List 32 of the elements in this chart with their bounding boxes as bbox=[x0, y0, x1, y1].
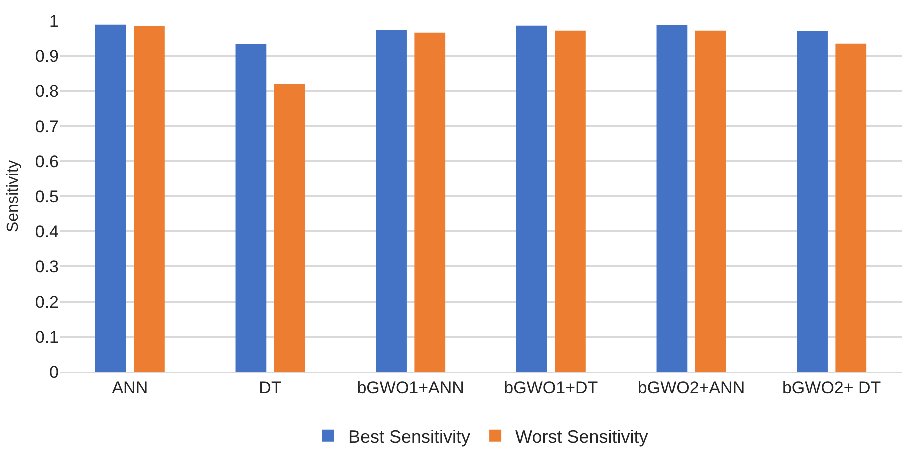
x-tick-label: DT bbox=[259, 378, 282, 398]
bar bbox=[695, 30, 726, 372]
x-tick-label: bGWO2+ DT bbox=[782, 378, 882, 398]
y-tick-label: 0.6 bbox=[35, 152, 59, 172]
bar bbox=[414, 32, 446, 372]
y-tick-label: 0.4 bbox=[35, 222, 59, 242]
y-tick-label: 0.9 bbox=[35, 47, 59, 66]
y-tick-label: 0.2 bbox=[35, 292, 59, 312]
bar bbox=[516, 26, 548, 372]
bar bbox=[555, 30, 586, 372]
y-tick-label: 1 bbox=[50, 12, 59, 31]
y-tick-label: 0.3 bbox=[35, 258, 59, 277]
bar bbox=[274, 84, 306, 372]
y-tick-label: 0.1 bbox=[35, 328, 59, 347]
y-tick-label: 0.7 bbox=[35, 117, 59, 136]
bar bbox=[797, 32, 828, 372]
y-axis-title: Sensitivity bbox=[5, 160, 22, 233]
legend-label: Worst Sensitivity bbox=[516, 426, 648, 447]
y-tick-label: 0.8 bbox=[35, 82, 59, 102]
bar bbox=[836, 44, 867, 372]
bar bbox=[656, 26, 688, 372]
y-tick-label: 0 bbox=[50, 362, 59, 382]
bar bbox=[236, 44, 267, 372]
x-tick-label: ANN bbox=[112, 378, 148, 398]
x-tick-label: bGWO1+ANN bbox=[357, 378, 464, 398]
x-tick-label: bGWO2+ANN bbox=[638, 378, 746, 398]
bar bbox=[376, 30, 407, 372]
x-tick-label: bGWO1+DT bbox=[504, 378, 598, 398]
bar bbox=[134, 26, 165, 372]
y-tick-label: 0.5 bbox=[35, 187, 59, 206]
bar bbox=[95, 24, 126, 372]
legend-label: Best Sensitivity bbox=[348, 426, 471, 447]
